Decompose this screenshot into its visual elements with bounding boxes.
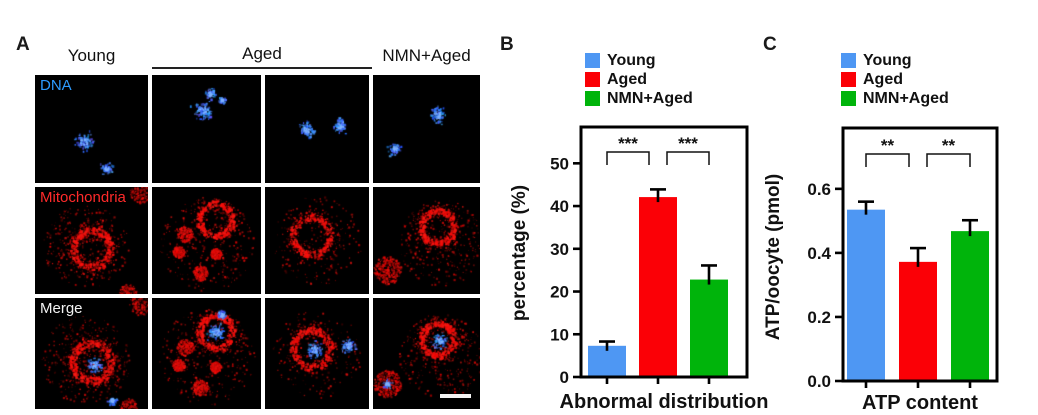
- y-tick-label: 20: [550, 283, 569, 302]
- significance-bracket: [606, 151, 650, 165]
- micrograph-grid: DNA Mitochondria Merge: [35, 75, 480, 409]
- y-tick-label: 0.0: [807, 372, 831, 391]
- significance-stars: ***: [618, 134, 638, 153]
- significance-bracket: [926, 153, 971, 167]
- x-axis-label: Abnormal distribution: [560, 391, 769, 413]
- bar-chart-abnormal-distribution: 0 10 20 30 40 50 percentage (%) Abnormal distri…: [495, 120, 775, 415]
- legend-c: Young Aged NMN+Aged: [841, 52, 949, 107]
- y-tick-label: 0.4: [807, 244, 831, 263]
- y-tick-label: 0.6: [807, 180, 831, 199]
- bar-chart-atp-content: 0.0 0.2 0.4 0.6 ATP/oocyte (pmol) ATP content…: [755, 120, 1038, 415]
- micrograph-dna-nmn-aged: [373, 75, 480, 183]
- panel-a-label: A: [16, 34, 30, 55]
- significance-bracket: [666, 151, 710, 165]
- micrograph-merge-young: Merge: [35, 298, 148, 409]
- legend-item-aged: Aged: [585, 71, 693, 88]
- y-tick-label: 30: [550, 240, 569, 259]
- panel-c-label: C: [763, 34, 777, 55]
- legend-item-young: Young: [841, 52, 949, 69]
- bar-chart-c-svg: 0.0 0.2 0.4 0.6 ATP/oocyte (pmol) ATP content…: [763, 126, 999, 414]
- y-tick-label: 50: [550, 154, 569, 173]
- micrograph-dna-aged-2: [265, 75, 369, 183]
- row-label-mitochondria: Mitochondria: [40, 189, 126, 206]
- bar-aged: [639, 197, 677, 377]
- legend-label-nmn-aged: NMN+Aged: [863, 89, 949, 107]
- plot-frame: [841, 126, 999, 383]
- column-header-aged: Aged: [152, 44, 372, 69]
- legend-label-nmn-aged: NMN+Aged: [607, 89, 693, 107]
- legend-swatch-nmn-aged: [585, 91, 600, 106]
- panel-b-label: B: [500, 34, 514, 55]
- y-tick-label: 0.2: [807, 308, 831, 327]
- plot-frame: [579, 125, 749, 379]
- y-tick-label: 0: [560, 368, 569, 387]
- y-tick-label: 10: [550, 325, 569, 344]
- legend-label-young: Young: [863, 51, 912, 69]
- significance-stars: ***: [678, 134, 698, 153]
- bar-young: [847, 209, 885, 381]
- legend-label-aged: Aged: [607, 70, 647, 88]
- legend-item-aged: Aged: [841, 71, 949, 88]
- y-axis-label: ATP/oocyte (pmol): [763, 174, 784, 340]
- significance-stars: **: [881, 136, 895, 155]
- row-label-merge: Merge: [40, 300, 83, 317]
- micrograph-merge-aged-2: [265, 298, 369, 409]
- column-header-young: Young: [67, 46, 116, 65]
- legend-label-aged: Aged: [863, 70, 903, 88]
- micrograph-merge-nmn-aged: [373, 298, 480, 409]
- legend-swatch-aged: [841, 72, 856, 87]
- x-axis-label: ATP content: [862, 392, 978, 414]
- micrograph-dna-young: DNA: [35, 75, 148, 183]
- bar-aged: [899, 261, 937, 381]
- bar-nmn+aged: [690, 279, 728, 377]
- legend-item-nmn-aged: NMN+Aged: [841, 90, 949, 107]
- legend-item-nmn-aged: NMN+Aged: [585, 90, 693, 107]
- legend-item-young: Young: [585, 52, 693, 69]
- scale-bar: [440, 394, 471, 398]
- legend-b: Young Aged NMN+Aged: [585, 52, 693, 107]
- micrograph-mito-aged-2: [265, 187, 369, 294]
- y-tick-label: 40: [550, 197, 569, 216]
- column-header-nmn-aged: NMN+Aged: [382, 46, 471, 65]
- bar-young: [588, 345, 626, 377]
- bar-nmn+aged: [951, 231, 989, 381]
- micrograph-mito-young: Mitochondria: [35, 187, 148, 294]
- significance-stars: **: [942, 136, 956, 155]
- bar-chart-b-svg: 0 10 20 30 40 50 percentage (%) Abnormal distri…: [509, 125, 769, 413]
- legend-swatch-nmn-aged: [841, 91, 856, 106]
- legend-swatch-young: [585, 53, 600, 68]
- micrograph-mito-nmn-aged: [373, 187, 480, 294]
- micrograph-mito-aged-1: [152, 187, 261, 294]
- column-header-aged-text: Aged: [242, 44, 282, 63]
- legend-label-young: Young: [607, 51, 656, 69]
- legend-swatch-young: [841, 53, 856, 68]
- row-label-dna: DNA: [40, 77, 72, 94]
- micrograph-dna-aged-1: [152, 75, 261, 183]
- significance-bracket: [865, 153, 910, 167]
- y-axis-label: percentage (%): [509, 185, 530, 321]
- micrograph-merge-aged-1: [152, 298, 261, 409]
- legend-swatch-aged: [585, 72, 600, 87]
